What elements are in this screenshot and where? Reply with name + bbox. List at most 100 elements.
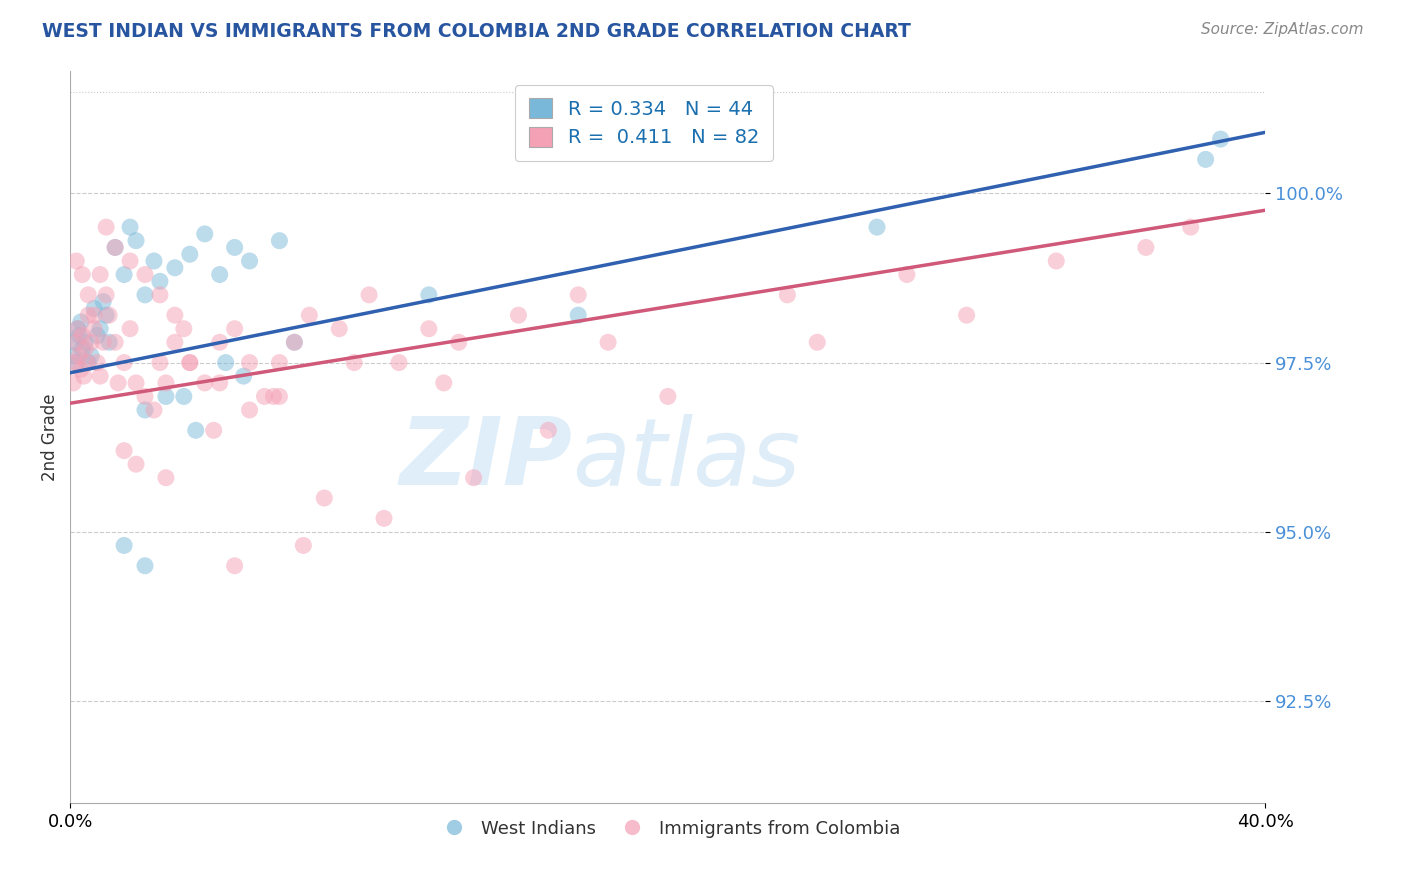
Point [314,491,336,505]
Point [1045,254,1067,268]
Point [463,471,485,485]
Point [66,322,89,336]
Point [179,247,201,261]
Point [373,511,395,525]
Point [263,389,285,403]
Point [112,538,135,552]
Point [104,240,127,254]
Point [1135,240,1157,254]
Point [283,335,305,350]
Point [657,389,679,403]
Point [134,268,156,282]
Point [70,342,93,356]
Point [89,369,111,384]
Point [806,335,828,350]
Point [173,322,195,336]
Y-axis label: 2nd Grade: 2nd Grade [41,393,59,481]
Point [98,335,121,350]
Text: atlas: atlas [572,414,800,505]
Point [120,322,141,336]
Point [232,369,254,384]
Point [214,355,236,369]
Point [75,335,97,350]
Point [776,288,799,302]
Point [62,376,84,390]
Point [508,308,530,322]
Point [328,322,350,336]
Point [567,288,589,302]
Point [208,376,231,390]
Point [83,308,105,322]
Point [69,362,91,376]
Point [91,335,114,350]
Point [77,288,100,302]
Point [112,268,135,282]
Point [343,355,366,369]
Point [269,389,291,403]
Point [208,268,231,282]
Point [125,234,148,248]
Point [163,308,186,322]
Point [89,322,111,336]
Point [77,308,100,322]
Point [63,355,86,369]
Point [208,335,231,350]
Point [120,254,141,268]
Point [77,355,100,369]
Point [67,349,90,363]
Point [134,558,156,573]
Point [418,288,440,302]
Point [1195,153,1218,167]
Point [239,355,262,369]
Point [292,538,315,552]
Point [70,328,93,343]
Point [253,389,276,403]
Point [83,322,105,336]
Point [163,335,186,350]
Point [224,558,246,573]
Point [86,355,108,369]
Point [224,240,246,254]
Point [63,335,86,350]
Text: WEST INDIAN VS IMMIGRANTS FROM COLOMBIA 2ND GRADE CORRELATION CHART: WEST INDIAN VS IMMIGRANTS FROM COLOMBIA … [42,22,911,41]
Point [107,376,129,390]
Point [83,301,105,316]
Point [69,315,91,329]
Point [65,335,87,350]
Point [1180,220,1202,235]
Point [104,240,127,254]
Point [194,227,217,241]
Point [125,376,148,390]
Text: Source: ZipAtlas.com: Source: ZipAtlas.com [1201,22,1364,37]
Point [163,260,186,275]
Point [202,423,225,437]
Point [80,349,103,363]
Point [134,389,156,403]
Point [194,376,217,390]
Point [112,355,135,369]
Point [896,268,918,282]
Point [80,335,103,350]
Point [224,322,246,336]
Point [86,328,108,343]
Point [66,322,89,336]
Point [125,457,148,471]
Point [283,335,305,350]
Point [98,308,121,322]
Point [149,288,172,302]
Point [65,254,87,268]
Point [134,403,156,417]
Point [298,308,321,322]
Point [120,220,141,235]
Point [269,234,291,248]
Point [149,355,172,369]
Point [173,389,195,403]
Point [155,389,177,403]
Point [134,288,156,302]
Point [388,355,411,369]
Point [67,328,90,343]
Point [96,288,117,302]
Point [91,294,114,309]
Point [73,369,96,384]
Point [567,308,589,322]
